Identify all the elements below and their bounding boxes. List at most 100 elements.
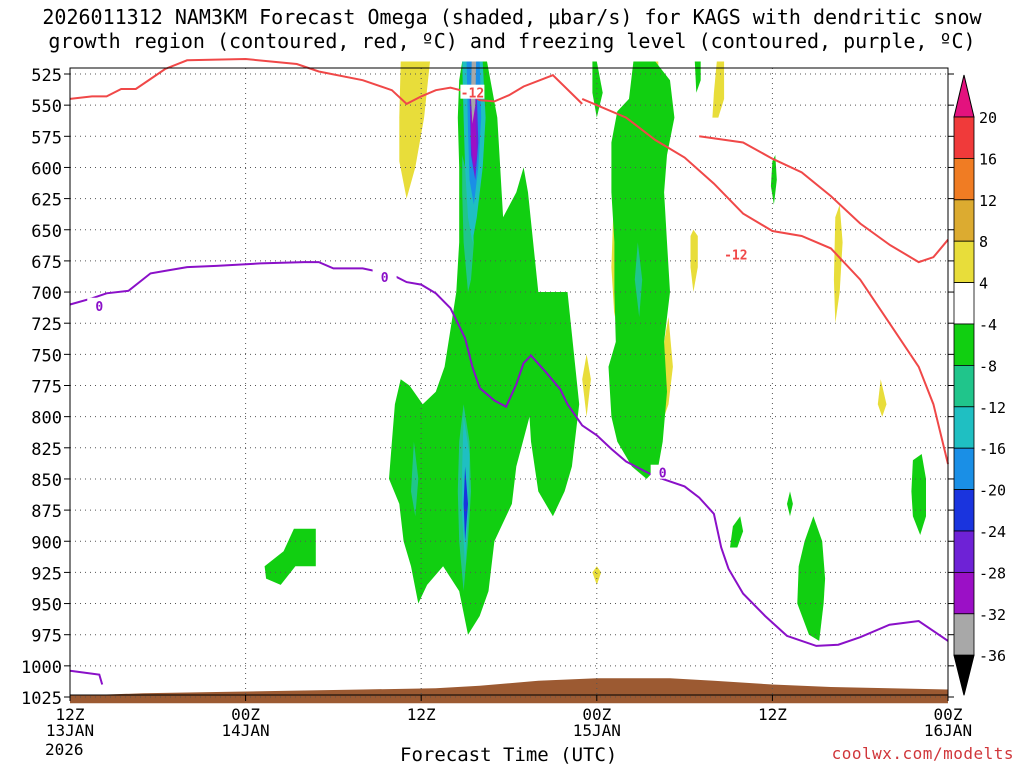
isotherm-neg12-right xyxy=(699,135,949,264)
isotherm-zero-label-a-bg xyxy=(87,297,112,312)
y-tick-label-625: 625 xyxy=(31,191,62,211)
omega-region-3 xyxy=(690,229,698,292)
y-tick-label-575: 575 xyxy=(31,128,62,148)
colorbar: 20 16 12 8 4 -4 -8 -12 -16 -20 -24 -28 -32 -36 xyxy=(953,74,1006,696)
y-tick-label-900: 900 xyxy=(31,533,62,553)
colorbar-label--24: -24 xyxy=(979,523,1006,541)
x-tick-label-24: 12Z xyxy=(407,705,436,724)
chart-title-line-2: growth region (contoured, red, ºC) and f… xyxy=(48,29,976,53)
colorbar-low-arrow xyxy=(953,654,975,696)
colorbar-label--28: -28 xyxy=(979,564,1006,582)
omega-region-14 xyxy=(770,155,777,205)
y-tick-label-800: 800 xyxy=(31,409,62,429)
omega-region-13 xyxy=(694,61,701,93)
x-axis-title: Forecast Time (UTC) xyxy=(400,744,618,766)
colorbar-band--24 xyxy=(953,489,975,532)
isotherm-zero-label-a: 0 xyxy=(95,300,103,315)
isotherm-zero-label-b: 0 xyxy=(381,271,389,286)
colorbar-band--36 xyxy=(953,613,975,656)
year-label: 2026 xyxy=(45,740,84,759)
axes: 525 550 575 600 625 650 675 700 725 750 775 800 825 8… xyxy=(21,66,972,740)
omega-region-16 xyxy=(797,516,826,641)
omega-region-0 xyxy=(399,61,430,199)
colorbar-label-16: 16 xyxy=(979,150,997,168)
isotherm-neg12-label-a-bg xyxy=(460,84,485,99)
y-tick-label-675: 675 xyxy=(31,253,62,273)
omega-region-6 xyxy=(582,354,591,417)
colorbar-band--8 xyxy=(953,323,975,366)
x-tick-label-60: 00Z xyxy=(934,705,963,724)
isotherm-zero-label-c-bg xyxy=(650,464,675,479)
colorbar-band--16 xyxy=(953,406,975,449)
omega-region-18 xyxy=(730,516,744,548)
x-tick-label-0: 12Z xyxy=(56,705,85,724)
omega-region-9 xyxy=(592,566,602,585)
y-tick-label-950: 950 xyxy=(31,596,62,616)
surface-terrain xyxy=(70,678,948,704)
y-tick-label-975: 975 xyxy=(31,627,62,647)
surface-fill xyxy=(70,678,948,704)
colorbar-label--32: -32 xyxy=(979,606,1006,624)
x-tick-date-60: 16JAN xyxy=(924,721,972,740)
colorbar-band--12 xyxy=(953,364,975,408)
colorbar-label--20: -20 xyxy=(979,482,1006,500)
omega-region-11 xyxy=(592,61,603,118)
isotherm-zero-label-c: 0 xyxy=(659,467,667,482)
omega-region-7 xyxy=(833,204,843,324)
x-tick-label-36: 00Z xyxy=(582,705,611,724)
y-tick-label-775: 775 xyxy=(31,378,62,398)
omega-region-12 xyxy=(608,61,675,479)
omega-region-22 xyxy=(411,441,419,517)
colorbar-label--36: -36 xyxy=(979,647,1006,665)
colorbar-high-arrow xyxy=(953,74,975,118)
y-tick-label-700: 700 xyxy=(31,284,62,304)
omega-region-8 xyxy=(877,379,887,417)
colorbar-label-4: 4 xyxy=(979,275,988,293)
colorbar-band-16 xyxy=(953,116,975,159)
colorbar-band-4 xyxy=(953,240,975,283)
colorbar-label-12: 12 xyxy=(979,192,997,210)
omega-region-10 xyxy=(389,61,580,635)
isotherm-neg12-lower xyxy=(581,97,949,465)
contour-lines: -12 -12 0 0 0 xyxy=(69,57,949,685)
isotherm-neg12-label-a: -12 xyxy=(461,87,484,102)
x-tick-label-12: 00Z xyxy=(231,705,260,724)
isotherm-neg12-label-b: -12 xyxy=(724,249,747,264)
colorbar-label--16: -16 xyxy=(979,440,1006,458)
isotherm-zero-surface xyxy=(69,669,104,685)
credit-link[interactable]: coolwx.com/modelts xyxy=(831,744,1014,763)
y-tick-label-825: 825 xyxy=(31,440,62,460)
y-tick-label-925: 925 xyxy=(31,564,62,584)
colorbar-band--32 xyxy=(953,572,975,615)
x-tick-date-0: 13JAN xyxy=(46,721,94,740)
y-tick-label-1000: 1000 xyxy=(21,658,62,678)
y-tick-label-600: 600 xyxy=(31,159,62,179)
colorbar-band-12 xyxy=(953,157,975,201)
colorbar-band--20 xyxy=(953,447,975,491)
omega-region-23 xyxy=(634,242,643,317)
chart-title-line-1: 2026011312 NAM3KM Forecast Omega (shaded… xyxy=(42,5,982,29)
y-tick-label-725: 725 xyxy=(31,315,62,335)
omega-region-19 xyxy=(264,528,316,585)
plot-frame xyxy=(69,67,949,696)
colorbar-label--4: -4 xyxy=(979,316,997,334)
colorbar-band--4 xyxy=(953,282,975,325)
colorbar-band-8 xyxy=(953,199,975,242)
y-tick-label-875: 875 xyxy=(31,502,62,522)
x-tick-label-48: 12Z xyxy=(758,705,787,724)
y-tick-label-1025: 1025 xyxy=(21,689,62,709)
omega-region-2 xyxy=(712,61,725,118)
omega-region-17 xyxy=(911,454,926,535)
y-tick-label-550: 550 xyxy=(31,97,62,117)
colorbar-band--28 xyxy=(953,530,975,573)
colorbar-label-20: 20 xyxy=(979,109,997,127)
omega-region-27 xyxy=(463,466,468,542)
omega-region-29 xyxy=(471,111,477,168)
omega-shading-layer xyxy=(264,61,926,641)
isotherm-zero-line xyxy=(69,261,949,647)
omega-region-15 xyxy=(787,491,793,517)
colorbar-label-8: 8 xyxy=(979,233,988,251)
x-tick-date-12: 14JAN xyxy=(222,721,270,740)
isotherm-neg12-label-b-bg xyxy=(723,246,748,261)
